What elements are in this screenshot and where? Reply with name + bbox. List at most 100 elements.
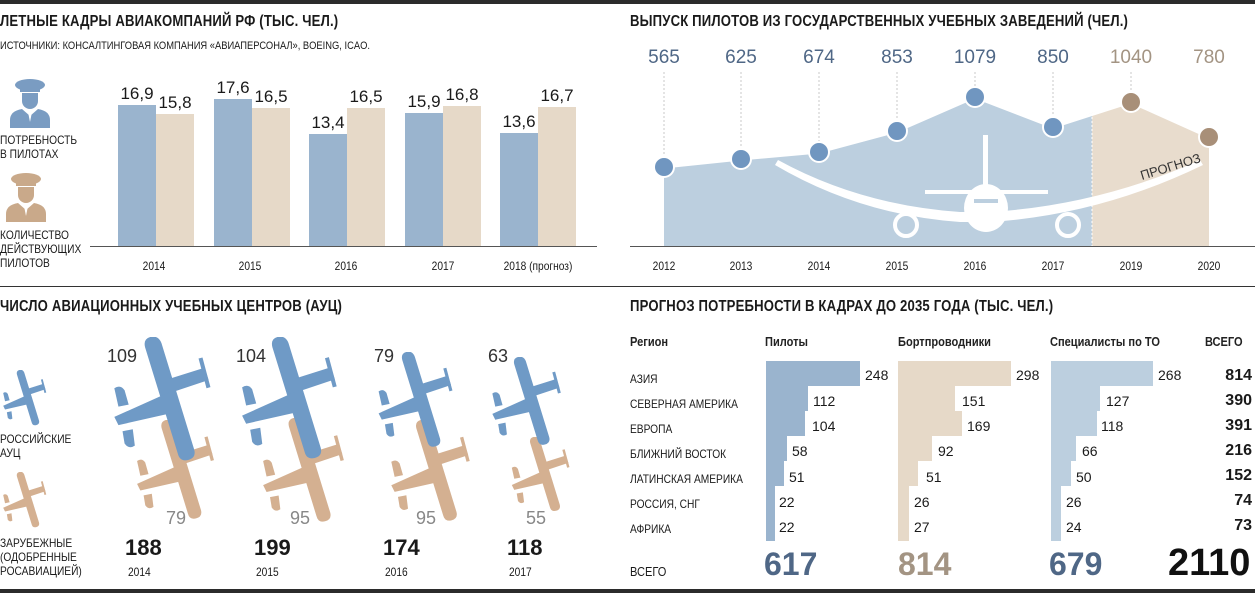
value-label: 1079 (953, 47, 997, 68)
section-divider (0, 286, 1255, 287)
x-tick: 2018 (прогноз) (503, 259, 573, 273)
value-label: 16,9 (120, 84, 154, 103)
legend-active: КОЛИЧЕСТВО ДЕЙСТВУЮЩИХ ПИЛОТОВ (0, 228, 82, 270)
value-label: 15,8 (158, 93, 192, 112)
value-label: 79 (166, 508, 187, 528)
tech-value: 127 (1106, 393, 1130, 409)
x-tick: 2020 (1197, 259, 1221, 273)
total-value: 390 (1225, 392, 1252, 409)
region-label: АЗИЯ (630, 372, 658, 386)
value-label: 79 (374, 346, 395, 366)
bar-active-2017 (443, 106, 481, 246)
attendants-value: 51 (926, 469, 942, 485)
attendants-value: 169 (967, 418, 991, 434)
value-label: 63 (488, 346, 509, 366)
bar-active-2016 (347, 108, 385, 246)
value-label: 16,5 (254, 87, 288, 106)
total-value: 73 (1234, 517, 1252, 534)
airplane-icon (775, 135, 1203, 238)
year-label: 2017 (509, 565, 532, 579)
x-tick: 2015 (885, 259, 909, 273)
crew-title: ЛЕТНЫЕ КАДРЫ АВИАКОМПАНИЙ РФ (ТЫС. ЧЕЛ.) (0, 13, 339, 30)
value-label: 17,6 (216, 78, 250, 97)
x-tick: 2013 (729, 259, 753, 273)
bar-demand-2016 (309, 134, 347, 246)
x-tick: 2016 (963, 259, 987, 273)
tech-value: 118 (1101, 418, 1124, 434)
bar-active-2014 (156, 114, 194, 246)
training-title: ЧИСЛО АВИАЦИОННЫХ УЧЕБНЫХ ЦЕНТРОВ (АУЦ) (0, 298, 342, 315)
value-label: 16,8 (445, 85, 479, 104)
region-label: РОССИЯ, СНГ (630, 497, 700, 511)
column-header: Специалисты по ТО (1050, 334, 1160, 349)
region-label: СЕВЕРНАЯ АМЕРИКА (630, 397, 738, 411)
value-label: 95 (290, 508, 311, 528)
x-tick: 2014 (807, 259, 831, 273)
pilots-value: 104 (812, 418, 836, 434)
pilots-value: 22 (779, 519, 795, 535)
legend-foreign: ЗАРУБЕЖНЫЕ (ОДОБРЕННЫЕ РОСАВИАЦИЕЙ) (0, 536, 82, 578)
crew-source: ИСТОЧНИКИ: КОНСАЛТИНГОВАЯ КОМПАНИЯ «АВИА… (0, 40, 370, 52)
pilot-icon (10, 79, 50, 128)
value-label: 565 (648, 47, 680, 68)
x-tick: 2015 (238, 259, 262, 273)
tech-value: 24 (1066, 519, 1082, 535)
value-label: 95 (416, 508, 437, 528)
totals-label: ВСЕГО (630, 564, 667, 579)
attendants-value: 26 (914, 494, 930, 510)
x-axis (630, 246, 1255, 247)
bar-demand-2015 (214, 99, 252, 246)
x-tick: 2016 (334, 259, 358, 273)
column-header: Регион (630, 334, 669, 349)
attendants-value: 151 (962, 393, 986, 409)
x-tick: 2014 (142, 259, 166, 273)
grand-total: 2110 (1168, 542, 1251, 584)
pilots-total: 617 (764, 546, 818, 582)
legend-demand: ПОТРЕБНОСТЬ В ПИЛОТАХ (0, 133, 78, 161)
pilots-value: 58 (792, 443, 808, 459)
value-label: 16,7 (540, 86, 574, 105)
total-value: 216 (1225, 442, 1252, 459)
column-header: Бортпроводники (898, 334, 991, 349)
bar-active-2015 (252, 108, 290, 246)
column-header: ВСЕГО (1205, 334, 1243, 349)
plane-icon-russian (3, 370, 47, 426)
year-label: 2016 (385, 565, 408, 579)
region-label: ЕВРОПА (630, 422, 673, 436)
tech-value: 50 (1076, 469, 1092, 485)
value-label: 16,5 (349, 87, 383, 106)
year-label: 2015 (256, 565, 279, 579)
value-label: 625 (725, 47, 757, 68)
bottom-rule (0, 589, 1255, 593)
tech-value: 268 (1158, 367, 1182, 383)
year-label: 2014 (128, 565, 151, 579)
plane-icon-foreign (3, 472, 47, 528)
pilots-value: 22 (779, 494, 795, 510)
x-tick: 2019 (1119, 259, 1143, 273)
bar-demand-2018 (500, 133, 538, 246)
attendants-value: 27 (914, 519, 930, 535)
tech-total: 679 (1049, 546, 1103, 582)
x-tick: 2017 (431, 259, 455, 273)
column-header: Пилоты (765, 334, 808, 349)
plane-icon-foreign (511, 437, 570, 512)
attendants-value: 298 (1016, 367, 1040, 383)
value-label: 104 (236, 346, 267, 366)
region-label: ЛАТИНСКАЯ АМЕРИКА (630, 472, 743, 486)
region-label: АФРИКА (630, 522, 672, 536)
attendants-value: 92 (938, 443, 954, 459)
top-rule (0, 0, 1255, 4)
bar-active-2018 (538, 107, 576, 246)
value-label: 780 (1193, 47, 1225, 68)
pilots-value: 248 (865, 367, 889, 383)
bar-demand-2017 (405, 113, 443, 246)
forecast-step-bars (766, 361, 1153, 541)
total-value: 814 (1225, 367, 1252, 384)
graduates-title: ВЫПУСК ПИЛОТОВ ИЗ ГОСУДАРСТВЕННЫХ УЧЕБНЫ… (630, 13, 1129, 30)
total-value: 199 (254, 535, 291, 560)
pilot-icon (6, 173, 46, 222)
value-label: 674 (803, 47, 835, 68)
value-label: 853 (881, 47, 913, 68)
graduates-area-chart: ПРОГНОЗ (653, 72, 1220, 246)
total-value: 118 (507, 535, 543, 560)
